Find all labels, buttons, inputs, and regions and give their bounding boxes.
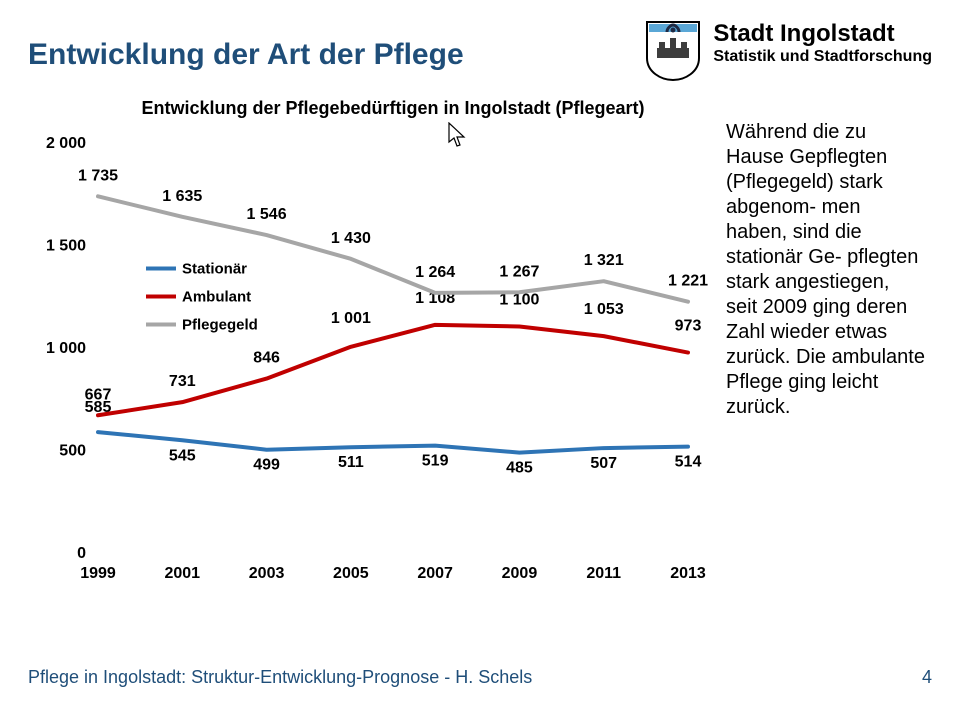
org-logo-area: Stadt Ingolstadt Statistik und Stadtfors… (645, 20, 932, 82)
x-tick-label: 2003 (249, 565, 285, 582)
page-footer: Pflege in Ingolstadt: Struktur-Entwicklu… (28, 667, 932, 688)
data-label: 667 (85, 386, 112, 403)
series-line (98, 196, 688, 301)
x-tick-label: 1999 (80, 565, 116, 582)
city-crest-icon (645, 20, 701, 82)
data-label: 1 221 (668, 273, 708, 290)
org-subtitle: Statistik und Stadtforschung (713, 48, 932, 66)
page-header: Entwicklung der Art der Pflege Stadt Ing… (28, 20, 932, 82)
legend-label: Ambulant (182, 289, 251, 306)
data-label: 485 (506, 460, 533, 477)
x-tick-label: 2001 (164, 565, 200, 582)
x-tick-label: 2009 (502, 565, 538, 582)
page-number: 4 (922, 667, 932, 688)
data-label: 519 (422, 453, 449, 470)
footer-source: Pflege in Ingolstadt: Struktur-Entwicklu… (28, 667, 532, 688)
data-label: 846 (253, 350, 280, 367)
data-label: 973 (675, 318, 702, 335)
page-root: Entwicklung der Art der Pflege Stadt Ing… (0, 0, 960, 710)
legend-label: Stationär (182, 261, 247, 278)
data-label: 1 001 (331, 310, 371, 327)
y-tick-label: 1 500 (46, 238, 86, 255)
chart-title: Entwicklung der Pflegebedürftigen in Ing… (141, 98, 644, 118)
y-tick-label: 1 000 (46, 340, 86, 357)
data-label: 1 267 (499, 263, 539, 280)
x-tick-label: 2005 (333, 565, 369, 582)
content-row: 0 500 1 000 1 500 2 000 1999 2001 2003 2005 2007 2… (28, 92, 932, 592)
data-label: 1 546 (247, 206, 287, 223)
org-text: Stadt Ingolstadt Statistik und Stadtfors… (713, 20, 932, 66)
page-title: Entwicklung der Art der Pflege (28, 38, 464, 72)
data-label: 1 264 (415, 264, 455, 281)
series-line (98, 325, 688, 415)
side-paragraph: Während die zu Hause Gepflegten (Pflegeg… (726, 92, 926, 592)
chart-container: 0 500 1 000 1 500 2 000 1999 2001 2003 2005 2007 2… (28, 92, 708, 592)
data-label: 1 635 (162, 188, 202, 205)
data-label: 545 (169, 447, 196, 464)
data-label: 514 (675, 454, 702, 471)
data-label: 1 321 (584, 252, 624, 269)
y-tick-label: 2 000 (46, 135, 86, 152)
line-chart: 0 500 1 000 1 500 2 000 1999 2001 2003 2005 2007 2… (28, 92, 708, 592)
y-tick-label: 500 (59, 443, 86, 460)
data-label: 1 053 (584, 301, 624, 318)
data-label: 507 (590, 455, 617, 472)
y-tick-label: 0 (77, 545, 86, 562)
x-tick-label: 2007 (417, 565, 453, 582)
data-label: 1 430 (331, 230, 371, 247)
data-label: 511 (338, 454, 364, 471)
org-name: Stadt Ingolstadt (713, 20, 932, 48)
data-label: 731 (169, 373, 196, 390)
legend-label: Pflegegeld (182, 317, 258, 334)
data-label: 1 735 (78, 167, 118, 184)
x-tick-label: 2013 (670, 565, 706, 582)
data-label: 499 (253, 457, 280, 474)
x-tick-label: 2011 (586, 565, 621, 582)
